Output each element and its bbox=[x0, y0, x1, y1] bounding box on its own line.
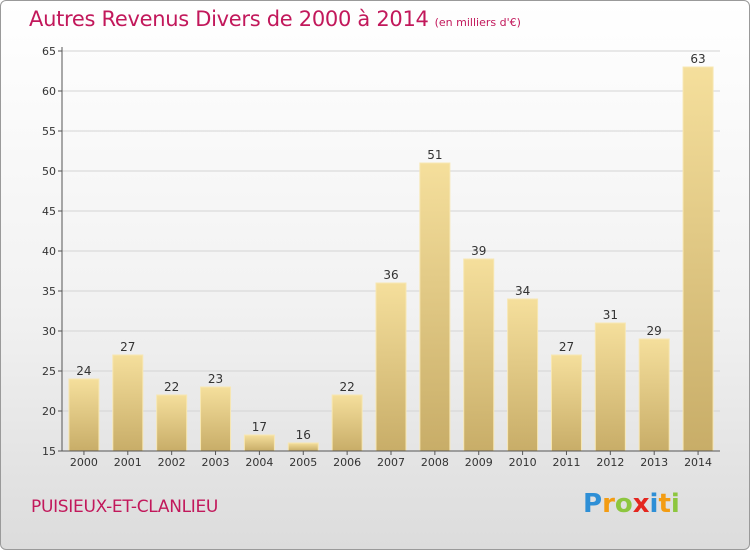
chart-title: Autres Revenus Divers de 2000 à 2014 (en … bbox=[29, 7, 521, 31]
y-tick-label: 50 bbox=[42, 165, 56, 178]
bar-value-label: 29 bbox=[647, 324, 662, 338]
bar-value-label: 51 bbox=[427, 148, 442, 162]
y-tick-label: 30 bbox=[42, 325, 56, 338]
bar-value-label: 31 bbox=[603, 308, 618, 322]
bar-value-label: 22 bbox=[339, 380, 354, 394]
y-tick-label: 15 bbox=[42, 445, 56, 458]
x-tick-label: 2014 bbox=[684, 456, 712, 469]
bar bbox=[200, 386, 232, 452]
chart-title-unit: (en milliers d'€) bbox=[434, 16, 521, 29]
bar bbox=[507, 298, 539, 452]
bar bbox=[375, 282, 407, 452]
x-tick-label: 2007 bbox=[377, 456, 405, 469]
bar-value-label: 23 bbox=[208, 372, 223, 386]
location-label: PUISIEUX-ET-CLANLIEU bbox=[31, 497, 219, 517]
bar bbox=[550, 354, 582, 452]
bar bbox=[638, 338, 670, 452]
x-tick-label: 2012 bbox=[596, 456, 624, 469]
x-tick-label: 2006 bbox=[333, 456, 361, 469]
x-tick-label: 2002 bbox=[158, 456, 186, 469]
bar-value-label: 24 bbox=[76, 364, 91, 378]
y-tick-label: 60 bbox=[42, 85, 56, 98]
bar bbox=[419, 162, 451, 452]
x-tick-label: 2009 bbox=[465, 456, 493, 469]
bar bbox=[463, 258, 495, 452]
bar bbox=[682, 66, 714, 452]
x-tick-label: 2008 bbox=[421, 456, 449, 469]
x-tick-label: 2011 bbox=[552, 456, 580, 469]
bar-value-label: 27 bbox=[120, 340, 135, 354]
bar-value-label: 34 bbox=[515, 284, 530, 298]
x-tick-label: 2003 bbox=[202, 456, 230, 469]
bar-value-label: 17 bbox=[252, 420, 267, 434]
y-tick-label: 65 bbox=[42, 45, 56, 58]
bar-value-label: 36 bbox=[383, 268, 398, 282]
bar bbox=[156, 394, 188, 452]
bar bbox=[68, 378, 100, 452]
bar bbox=[287, 442, 319, 452]
bar-value-label: 63 bbox=[690, 52, 705, 66]
bar bbox=[243, 434, 275, 452]
y-tick-label: 25 bbox=[42, 365, 56, 378]
bar bbox=[331, 394, 363, 452]
proxiti-logo: Proxiti bbox=[583, 489, 680, 519]
y-tick-label: 40 bbox=[42, 245, 56, 258]
x-tick-label: 2001 bbox=[114, 456, 142, 469]
x-tick-label: 2000 bbox=[70, 456, 98, 469]
bar bbox=[112, 354, 144, 452]
x-tick-label: 2005 bbox=[289, 456, 317, 469]
axis-layer: 15 20 25 30 35 40 45 50 55 60 65 2000 2001 2002 2003 20… bbox=[42, 45, 720, 469]
chart-title-main: Autres Revenus Divers de 2000 à 2014 bbox=[29, 7, 429, 31]
bar-value-label: 16 bbox=[296, 428, 311, 442]
y-tick-label: 55 bbox=[42, 125, 56, 138]
x-tick-label: 2010 bbox=[509, 456, 537, 469]
y-tick-label: 45 bbox=[42, 205, 56, 218]
x-tick-label: 2004 bbox=[245, 456, 273, 469]
bar bbox=[594, 322, 626, 452]
bar-value-label: 39 bbox=[471, 244, 486, 258]
bar-value-label: 22 bbox=[164, 380, 179, 394]
y-tick-label: 20 bbox=[42, 405, 56, 418]
bar-layer: 24 27 22 23 17 16 22 36 51 39 34 27 31 29 63 bbox=[68, 52, 714, 452]
y-tick-label: 35 bbox=[42, 285, 56, 298]
bar-value-label: 27 bbox=[559, 340, 574, 354]
x-tick-label: 2013 bbox=[640, 456, 668, 469]
